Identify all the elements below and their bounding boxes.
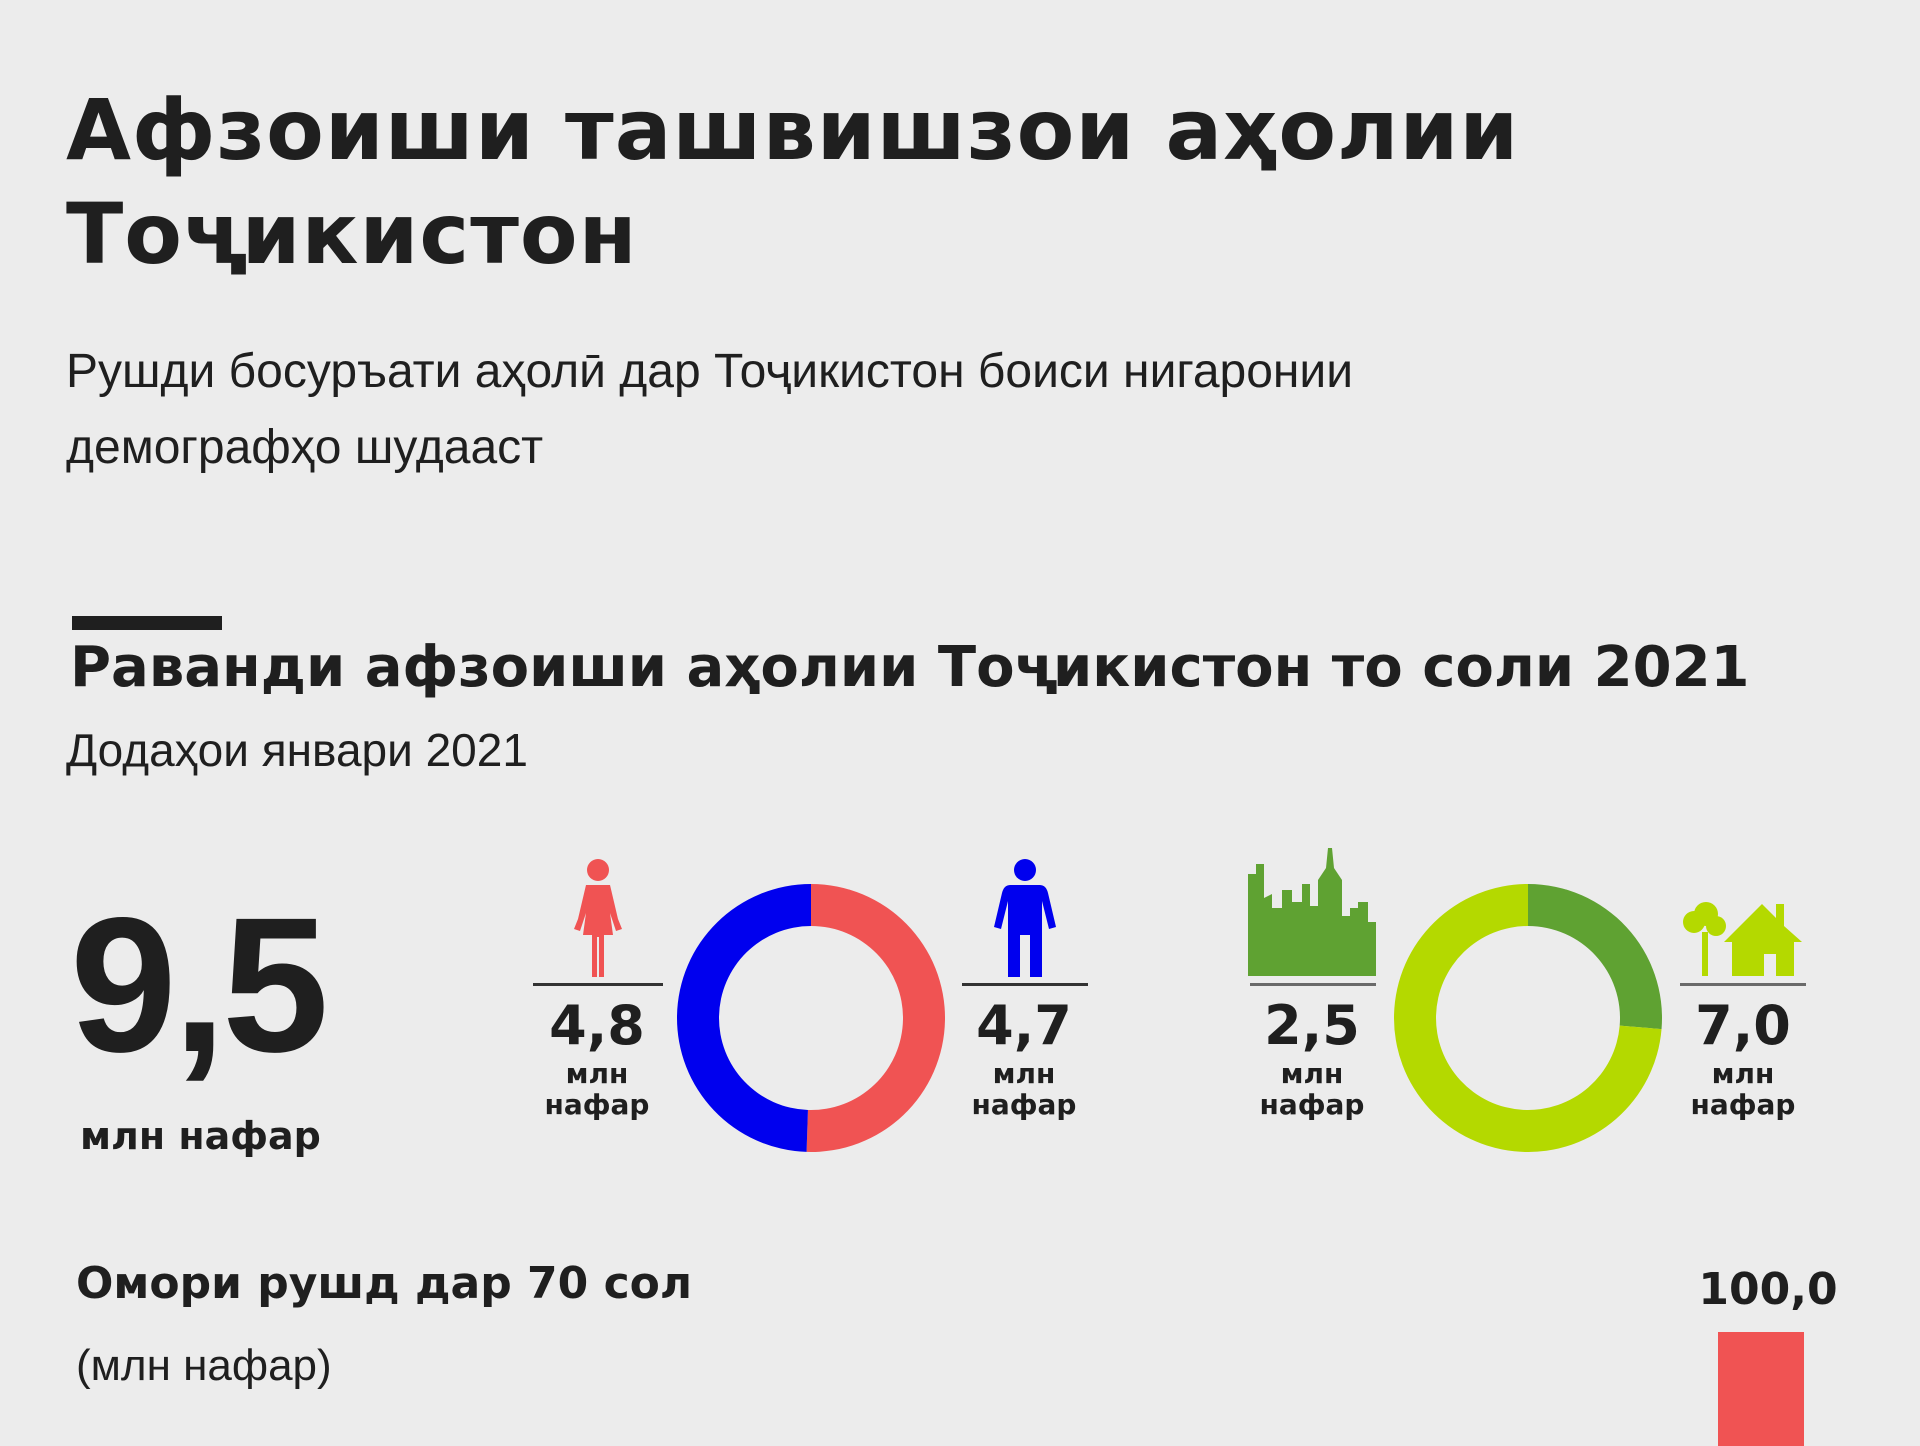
women-divider bbox=[533, 983, 663, 986]
page-subtitle: Рушди босуръати аҳолӣ дар Тоҷикистон бои… bbox=[66, 345, 1354, 474]
woman-icon bbox=[574, 859, 622, 977]
city-skyline-icon bbox=[1248, 848, 1376, 976]
house-trees-icon bbox=[1683, 902, 1802, 976]
donut-slice-men bbox=[677, 884, 811, 1152]
urban-unit-people: нафар bbox=[1259, 1088, 1365, 1121]
growth-bar bbox=[1718, 1332, 1804, 1446]
women-value: 4,8 bbox=[549, 994, 645, 1057]
total-population-value: 9,5 bbox=[70, 877, 329, 1092]
page-title: Афзоиши ташвишзои аҳолии Тоҷикистон bbox=[66, 81, 1520, 283]
men-unit-mln: млн bbox=[992, 1057, 1056, 1090]
men-unit-people: нафар bbox=[971, 1088, 1077, 1121]
urban-stat: 2,5 млн нафар bbox=[1242, 994, 1382, 1120]
rural-value: 7,0 bbox=[1695, 994, 1791, 1057]
section-title: Раванди афзоиши аҳолии Тоҷикистон то сол… bbox=[70, 635, 1750, 700]
gender-donut-chart bbox=[677, 884, 945, 1152]
section-subtitle: Додаҳои январи 2021 bbox=[66, 724, 528, 776]
man-icon bbox=[994, 859, 1056, 977]
growth-unit: (млн нафар) bbox=[76, 1341, 332, 1390]
rural-stat: 7,0 млн нафар bbox=[1673, 994, 1813, 1120]
men-stat: 4,7 млн нафар bbox=[954, 994, 1094, 1120]
growth-value-label: 100,0 bbox=[1698, 1264, 1838, 1315]
men-value: 4,7 bbox=[976, 994, 1072, 1057]
women-unit-people: нафар bbox=[544, 1088, 650, 1121]
urban-divider bbox=[1250, 983, 1376, 986]
donut-slice-urban bbox=[1528, 884, 1662, 1030]
growth-title: Омори рушд дар 70 сол bbox=[76, 1258, 693, 1309]
urban-rural-donut-chart bbox=[1394, 884, 1662, 1152]
women-stat: 4,8 млн нафар bbox=[527, 994, 667, 1120]
total-population-unit: млн нафар bbox=[80, 1114, 321, 1158]
urban-unit-mln: млн bbox=[1280, 1057, 1344, 1090]
rural-unit-mln: млн bbox=[1711, 1057, 1775, 1090]
donut-slice-rural bbox=[1394, 884, 1662, 1152]
section-rule bbox=[72, 616, 222, 630]
rural-divider bbox=[1680, 983, 1806, 986]
urban-value: 2,5 bbox=[1264, 994, 1360, 1057]
rural-unit-people: нафар bbox=[1690, 1088, 1796, 1121]
men-divider bbox=[962, 983, 1088, 986]
donut-slice-women bbox=[806, 884, 945, 1152]
women-unit-mln: млн bbox=[565, 1057, 629, 1090]
